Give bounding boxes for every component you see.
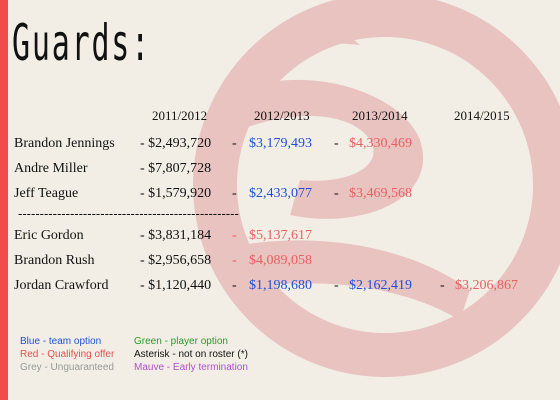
salary-cell: $3,469,568 [349,186,412,201]
player-name: Eric Gordon [14,228,84,243]
salary-dash: - [232,278,237,293]
column-header-2013-2014: 2013/2014 [352,108,408,123]
salary-cell: - $2,956,658 [140,253,212,268]
salary-cell: - $2,493,720 [140,136,212,151]
salary-dash: - [334,136,339,151]
legend-red: Red - Qualifying offer [20,349,115,360]
salary-cell: $1,198,680 [249,278,312,293]
legend-green: Green - player option [134,336,228,347]
column-header-2014-2015: 2014/2015 [454,108,510,123]
legend-grey: Grey - Unguaranteed [20,362,114,373]
salary-cell: - $3,831,184 [140,228,212,243]
salary-dash: - [232,136,237,151]
salary-dash: - [232,253,237,268]
player-name: Jeff Teague [14,186,79,201]
group-separator: ----------------------------------------… [18,206,239,221]
salary-dash: - [334,186,339,201]
player-name: Jordan Crawford [14,278,109,293]
salary-cell: $4,089,058 [249,253,312,268]
column-header-2012-2013: 2012/2013 [254,108,310,123]
left-accent-stripe [0,0,8,400]
salary-cell: $2,162,419 [349,278,412,293]
salary-cell: $5,137,617 [249,228,312,243]
legend-mauve: Mauve - Early termination [134,362,248,373]
salary-dash: - [232,186,237,201]
player-name: Andre Miller [14,161,88,176]
salary-cell: - $1,579,920 [140,186,212,201]
page-title: Guards: [12,14,152,72]
salary-cell: $3,179,493 [249,136,312,151]
salary-cell: - $1,120,440 [140,278,212,293]
salary-cell: $2,433,077 [249,186,312,201]
player-name: Brandon Jennings [14,136,115,151]
player-name: Brandon Rush [14,253,95,268]
salary-cell: $4,330,469 [349,136,412,151]
legend-asterisk: Asterisk - not on roster (*) [134,349,248,360]
salary-dash: - [440,278,445,293]
salary-cell: - $7,807,728 [140,161,212,176]
legend-blue: Blue - team option [20,336,102,347]
salary-dash: - [334,278,339,293]
salary-dash: - [232,228,237,243]
salary-cell: $3,206,867 [455,278,518,293]
column-header-2011-2012: 2011/2012 [152,108,208,123]
